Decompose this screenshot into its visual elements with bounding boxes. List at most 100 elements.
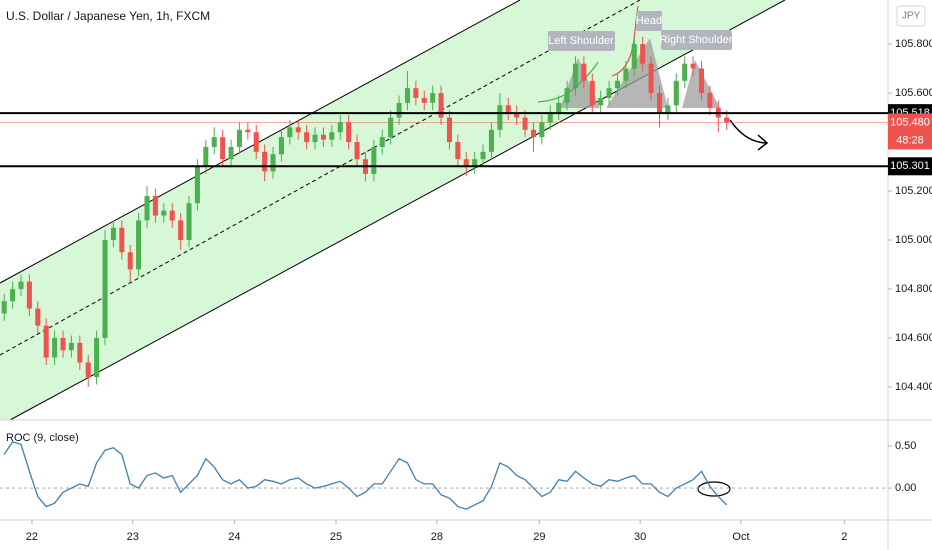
y2-tick-label: 0.00 [895,482,916,494]
candle-body [337,122,343,133]
candle-body [404,88,410,103]
candle-body [18,281,24,289]
candle-body [245,129,251,133]
candle-body [640,44,646,64]
candle-body [589,80,595,106]
pattern-curve [537,61,599,103]
candle-body [52,337,58,358]
x-tick-label: Oct [732,531,749,543]
candle-body [320,134,326,140]
y-tick-label: 104.800 [895,283,932,295]
candle-body [35,308,41,326]
candle-body [329,132,335,140]
candle-body [388,117,394,138]
candle-body [68,342,74,351]
candle-body [488,129,494,152]
candle-body [312,134,318,143]
candle-body [413,88,419,98]
candle-body [673,80,679,106]
candle-body [682,63,688,81]
candle-body [178,220,184,240]
candle-body [136,220,142,270]
candle-body [446,117,452,143]
annotation-box [636,11,662,31]
y-tick-label: 104.600 [895,332,932,344]
candle-body [648,63,654,94]
forecast-arrow [729,119,769,151]
x-tick-label: 2 [841,531,847,543]
candle-body [144,195,150,221]
candle-body [60,337,66,351]
candle-body [102,240,108,338]
candle-body [278,137,284,155]
candle-body [614,80,621,89]
roc-highlight [697,481,731,497]
candle-body [631,44,637,69]
candle-body [514,112,520,118]
y-tick-label: 104.400 [895,381,932,393]
candle-body [690,63,696,69]
candle-body [497,105,503,130]
candle-body [724,117,730,123]
candle-body [564,88,570,103]
candle-body [438,93,444,118]
y-tick-label: 105.000 [895,234,932,246]
x-tick-label: 29 [533,531,545,543]
candle-body [94,337,100,378]
x-tick-label: 25 [330,531,342,543]
candle-body [371,146,377,174]
candle-body [665,105,671,113]
last-price-label: 105.480 [890,116,930,128]
candle-body [220,137,226,160]
candle-body [194,166,200,204]
candle-body [505,105,511,113]
y-tick-label: 105.200 [895,185,932,197]
candle-body [354,142,360,160]
candle-body [161,210,167,216]
currency-button[interactable] [896,5,926,27]
candle-body [169,210,175,221]
candle-body [522,117,528,130]
candle-body [119,227,125,253]
x-tick-label: 30 [634,531,646,543]
candle-body [287,127,293,138]
candle-body [472,159,478,167]
candle-body [379,137,385,147]
annotation-box [661,30,732,50]
candle-body [295,127,301,133]
candle-body [10,288,16,302]
candle-body [430,93,436,103]
candle-body [346,122,352,143]
annotation: Right Shoulder [660,34,733,46]
candle-body [698,68,705,94]
candle-body [304,132,310,143]
annotation-box [548,31,615,51]
level-tag [888,157,932,176]
candle-body [203,146,209,167]
y-tick-label: 105.600 [895,87,932,99]
candle-body [581,63,587,81]
candle-body [547,112,553,123]
candle-body [421,97,427,103]
candle-body [480,151,486,160]
last-price-tag [888,113,932,150]
candle-body [707,93,713,108]
x-tick-label: 22 [26,531,38,543]
candle-body [463,159,469,167]
annotation: Left Shoulder [548,35,614,47]
candle-body [539,122,545,138]
candle-body [77,342,83,363]
candle-body [236,129,242,147]
candle-body [556,102,562,113]
candle-body [253,132,259,152]
currency-label[interactable]: JPY [902,11,921,22]
candle-body [656,93,663,113]
candle-body [127,252,133,270]
candle-body [152,195,158,216]
chart-title: U.S. Dollar / Japanese Yen, 1h, FXCM [6,9,210,23]
candle-body [270,154,276,172]
candle-body [530,129,536,138]
annotation: Head [636,15,662,27]
candle-body [110,227,116,240]
